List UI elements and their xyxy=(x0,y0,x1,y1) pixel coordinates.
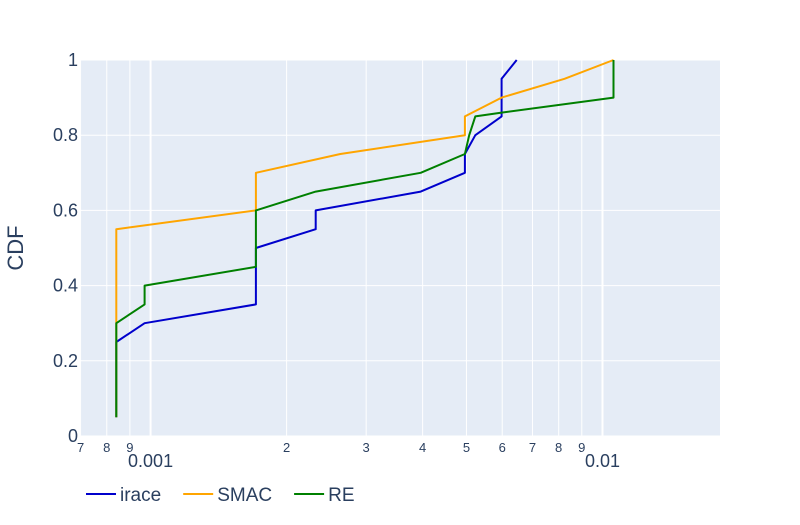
x-minor-tick-label: 6 xyxy=(499,440,506,455)
y-tick-label: 0 xyxy=(68,426,78,446)
plot-background xyxy=(80,60,720,436)
legend-label: irace xyxy=(120,485,161,506)
legend[interactable]: irace SMAC RE xyxy=(86,485,355,506)
x-minor-tick-label: 8 xyxy=(103,440,110,455)
y-axis-ticks: 0 0.2 0.4 0.6 0.8 1 xyxy=(53,50,78,446)
x-minor-tick-label: 9 xyxy=(126,440,133,455)
x-minor-tick-label: 8 xyxy=(555,440,562,455)
x-minor-tick-label: 7 xyxy=(529,440,536,455)
series-line-re xyxy=(115,60,615,418)
x-axis-ticks: 7 8 9 2 3 4 5 6 7 8 90.001 0.01 xyxy=(77,440,620,471)
legend-label: RE xyxy=(328,485,354,506)
y-axis-title: CDF xyxy=(3,225,28,270)
x-minor-tick-label: 5 xyxy=(463,440,470,455)
x-minor-tick-label: 9 xyxy=(578,440,585,455)
y-tick-label: 0.4 xyxy=(53,276,78,296)
x-minor-tick-label: 3 xyxy=(363,440,370,455)
series-line-smac xyxy=(115,59,614,418)
x-minor-tick-label: 7 xyxy=(77,440,84,455)
series-line-irace xyxy=(115,59,518,418)
legend-label: SMAC xyxy=(217,485,272,506)
legend-item-irace[interactable]: irace xyxy=(86,485,161,506)
x-major-tick-label: 0.001 xyxy=(128,451,173,471)
y-tick-label: 0.2 xyxy=(53,351,78,371)
legend-item-smac[interactable]: SMAC xyxy=(183,485,272,506)
y-tick-label: 1 xyxy=(68,50,78,70)
x-minor-tick-label: 2 xyxy=(283,440,290,455)
y-tick-label: 0.6 xyxy=(53,200,78,220)
x-major-tick-label: 0.01 xyxy=(585,451,620,471)
legend-item-re[interactable]: RE xyxy=(294,485,355,506)
y-tick-label: 0.8 xyxy=(53,125,78,145)
series-layer xyxy=(115,59,615,418)
x-minor-tick-label: 4 xyxy=(419,440,426,455)
grid-lines xyxy=(80,59,720,437)
